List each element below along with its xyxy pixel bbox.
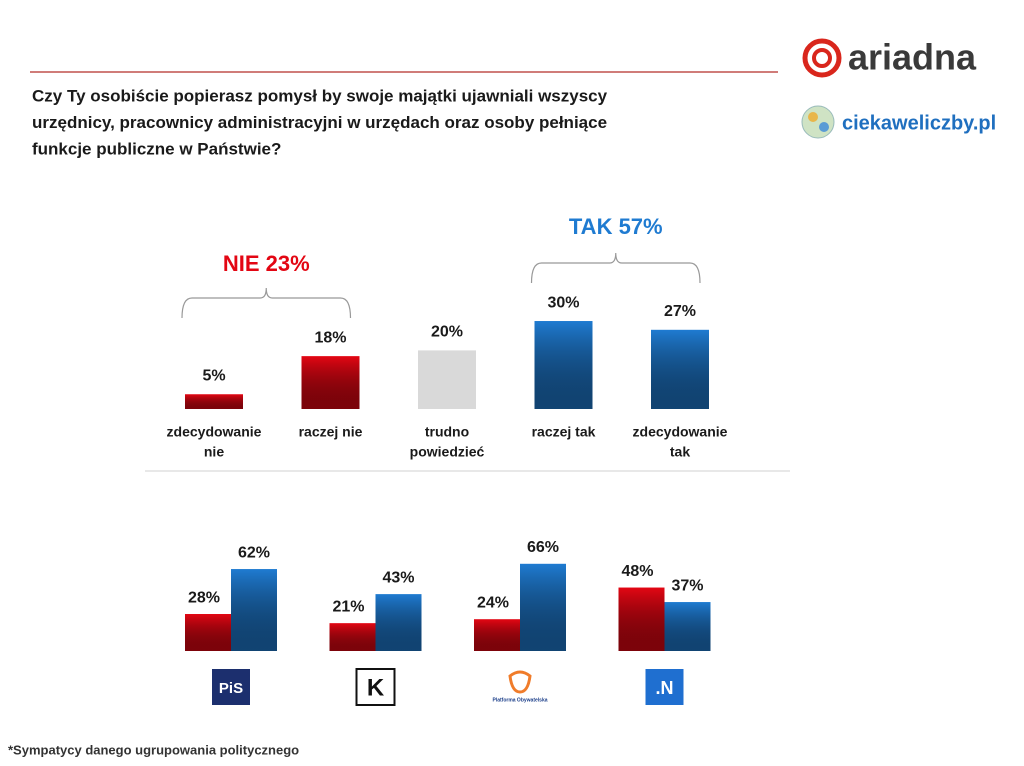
brand-name: ariadna bbox=[848, 37, 977, 78]
chart-title: Czy Ty osobiście popierasz pomysł by swo… bbox=[32, 86, 608, 105]
bar bbox=[185, 614, 231, 651]
site-name: ciekaweliczby.pl bbox=[842, 112, 996, 134]
bar bbox=[474, 619, 520, 651]
value-label: 28% bbox=[188, 589, 220, 606]
value-label: 30% bbox=[547, 294, 579, 311]
value-label: 21% bbox=[332, 598, 364, 615]
value-label: 43% bbox=[382, 569, 414, 586]
bar bbox=[618, 587, 665, 651]
party-label: .N bbox=[656, 678, 674, 698]
value-label: 62% bbox=[238, 544, 270, 561]
value-label: 24% bbox=[477, 595, 509, 612]
bar bbox=[301, 356, 360, 409]
bar bbox=[664, 602, 711, 651]
bracket-label: NIE 23% bbox=[223, 251, 310, 276]
bracket bbox=[530, 252, 701, 284]
category-label: powiedzieć bbox=[410, 444, 485, 460]
party-logo bbox=[355, 668, 396, 706]
party-label: K bbox=[367, 674, 385, 701]
party-logo bbox=[645, 669, 684, 705]
value-label: 27% bbox=[664, 303, 696, 320]
chart-title: urzędnicy, pracownicy administracyjni w … bbox=[32, 113, 607, 132]
site-logo: ciekaweliczby.pl bbox=[801, 105, 996, 139]
category-label: raczej nie bbox=[299, 424, 363, 440]
bar bbox=[329, 623, 376, 651]
ariadna-logo: ariadna bbox=[802, 37, 977, 78]
value-label: 66% bbox=[527, 539, 559, 556]
category-label: raczej tak bbox=[532, 424, 596, 440]
bracket-label: TAK 57% bbox=[569, 214, 663, 239]
value-label: 37% bbox=[671, 577, 703, 594]
bar bbox=[375, 594, 422, 651]
category-label: tak bbox=[670, 444, 690, 460]
bar bbox=[185, 394, 243, 409]
value-label: 20% bbox=[431, 324, 463, 341]
value-label: 48% bbox=[621, 563, 653, 580]
party-logo-mark bbox=[508, 670, 532, 694]
category-label: nie bbox=[204, 444, 224, 460]
category-label: zdecydowanie bbox=[167, 424, 262, 440]
party-logo bbox=[212, 669, 250, 705]
bar bbox=[651, 329, 709, 409]
bar bbox=[534, 321, 593, 409]
category-label: trudno bbox=[425, 424, 469, 440]
party-logo bbox=[501, 669, 539, 705]
bar bbox=[520, 563, 566, 651]
bar bbox=[418, 350, 476, 409]
party-label: Platforma Obywatelska bbox=[492, 697, 547, 703]
footnote: *Sympatycy danego ugrupowania polityczne… bbox=[8, 742, 299, 757]
party-label: PiS bbox=[219, 680, 243, 697]
bar bbox=[231, 569, 277, 651]
value-label: 18% bbox=[314, 329, 346, 346]
chart-title: funkcje publiczne w Państwie? bbox=[32, 139, 281, 158]
value-label: 5% bbox=[202, 368, 225, 385]
category-label: zdecydowanie bbox=[633, 424, 728, 440]
bracket bbox=[181, 287, 352, 319]
